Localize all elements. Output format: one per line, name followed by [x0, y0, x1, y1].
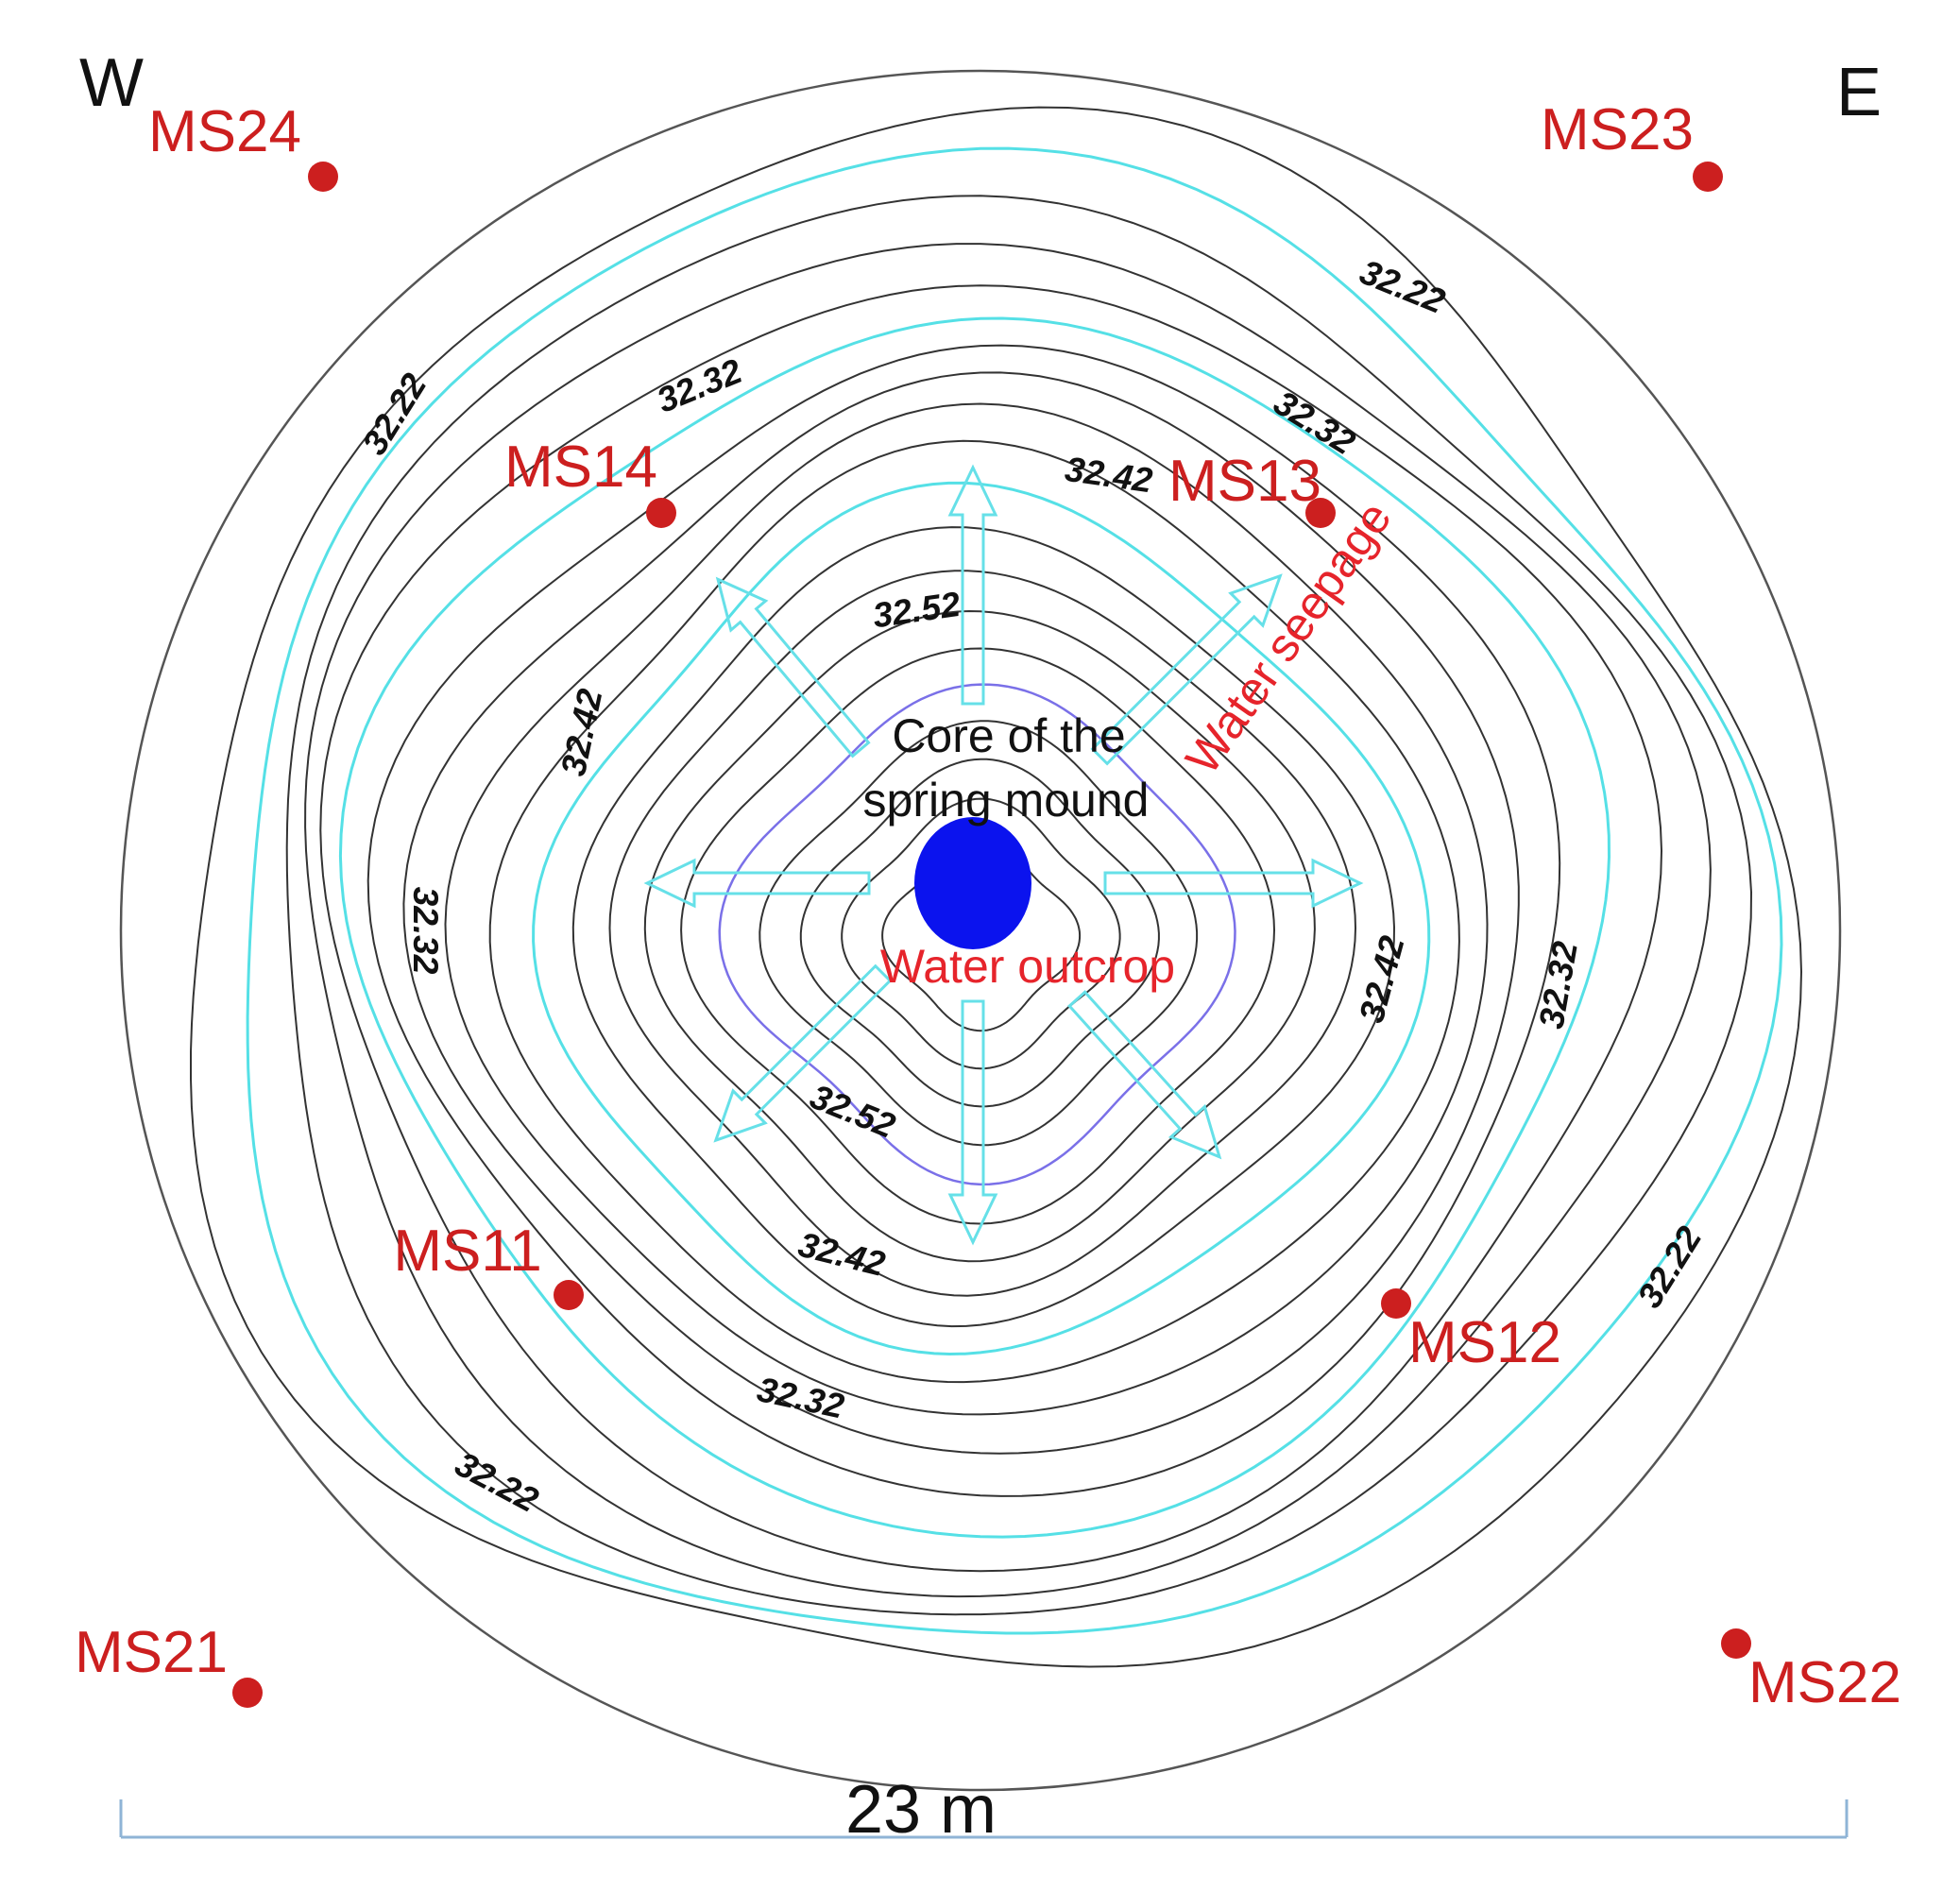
water-outcrop-label: Water outcrop [880, 940, 1175, 993]
contour-line [246, 146, 1783, 1635]
contour-label: 32.42 [1063, 450, 1155, 501]
water-outcrop-marker [914, 817, 1031, 949]
contour-label: 32.22 [1629, 1219, 1709, 1315]
flow-arrow [1090, 573, 1283, 766]
contour-line [532, 481, 1431, 1356]
water-seepage-label: Water seepage [1175, 492, 1401, 783]
station-label: MS12 [1408, 1310, 1561, 1375]
contour-line [304, 243, 1712, 1598]
contour-line [319, 284, 1663, 1573]
flow-arrow [713, 963, 893, 1143]
contour-label: 32.32 [1531, 938, 1585, 1031]
station-label: MS14 [504, 435, 657, 500]
contour-label: 32.52 [805, 1077, 901, 1146]
contour-label: 32.42 [1352, 931, 1412, 1026]
contour-line [488, 439, 1460, 1384]
station-label: MS22 [1748, 1650, 1901, 1715]
core-label-line1: Core of the [892, 709, 1125, 762]
station-label: MS23 [1541, 97, 1694, 162]
station-marker-ms12 [1381, 1288, 1411, 1319]
station-marker-ms13 [1305, 498, 1336, 528]
contour-line [444, 402, 1489, 1416]
contour-label: 32.52 [871, 585, 963, 636]
station-marker-ms24 [308, 162, 338, 192]
flow-arrow [947, 464, 998, 706]
contour-line [643, 609, 1316, 1263]
flow-arrow [1103, 858, 1364, 909]
contour-line [190, 106, 1803, 1668]
contour-line [608, 570, 1357, 1297]
contour-line [402, 371, 1520, 1455]
station-label: MS11 [393, 1219, 541, 1284]
station-marker-ms21 [232, 1678, 263, 1708]
station-label: MS13 [1168, 449, 1321, 514]
contour-line [571, 526, 1396, 1328]
contour-lines [190, 106, 1803, 1668]
flow-arrow [643, 858, 871, 909]
contour-line [285, 195, 1753, 1616]
contour-label: 32.32 [406, 887, 445, 975]
flow-arrows [643, 464, 1364, 1246]
contour-line [799, 758, 1160, 1108]
contour-line [366, 344, 1561, 1497]
contour-line [680, 647, 1276, 1225]
contour-label: 32.32 [754, 1370, 848, 1425]
station-label: MS21 [75, 1620, 228, 1685]
flow-arrow [1067, 990, 1222, 1160]
contour-label: 32.22 [449, 1444, 544, 1520]
flow-arrow [947, 999, 998, 1246]
contour-label: 32.22 [1355, 252, 1451, 321]
scale-bar: 23 m [119, 1772, 1849, 1848]
contour-line [338, 316, 1611, 1539]
contour-line [718, 683, 1236, 1186]
station-label: MS24 [148, 99, 301, 164]
station-marker-ms11 [554, 1280, 584, 1310]
direction-west: W [79, 45, 144, 121]
direction-east: E [1836, 55, 1882, 130]
contour-label: 32.32 [652, 351, 748, 420]
scale-label: 23 m [845, 1772, 997, 1848]
contour-label: 32.42 [794, 1225, 889, 1284]
contour-line [841, 797, 1121, 1070]
outer-boundary [119, 69, 1842, 1792]
station-marker-ms22 [1721, 1628, 1751, 1659]
station-marker-ms23 [1693, 162, 1723, 192]
station-marker-ms14 [646, 498, 676, 528]
flow-arrow [715, 576, 871, 759]
stations: MS24 MS23 MS14 MS13 MS11 MS12 MS21 MS22 [75, 97, 1901, 1715]
core-label-line2: spring mound [863, 774, 1150, 827]
contour-line [758, 720, 1199, 1147]
